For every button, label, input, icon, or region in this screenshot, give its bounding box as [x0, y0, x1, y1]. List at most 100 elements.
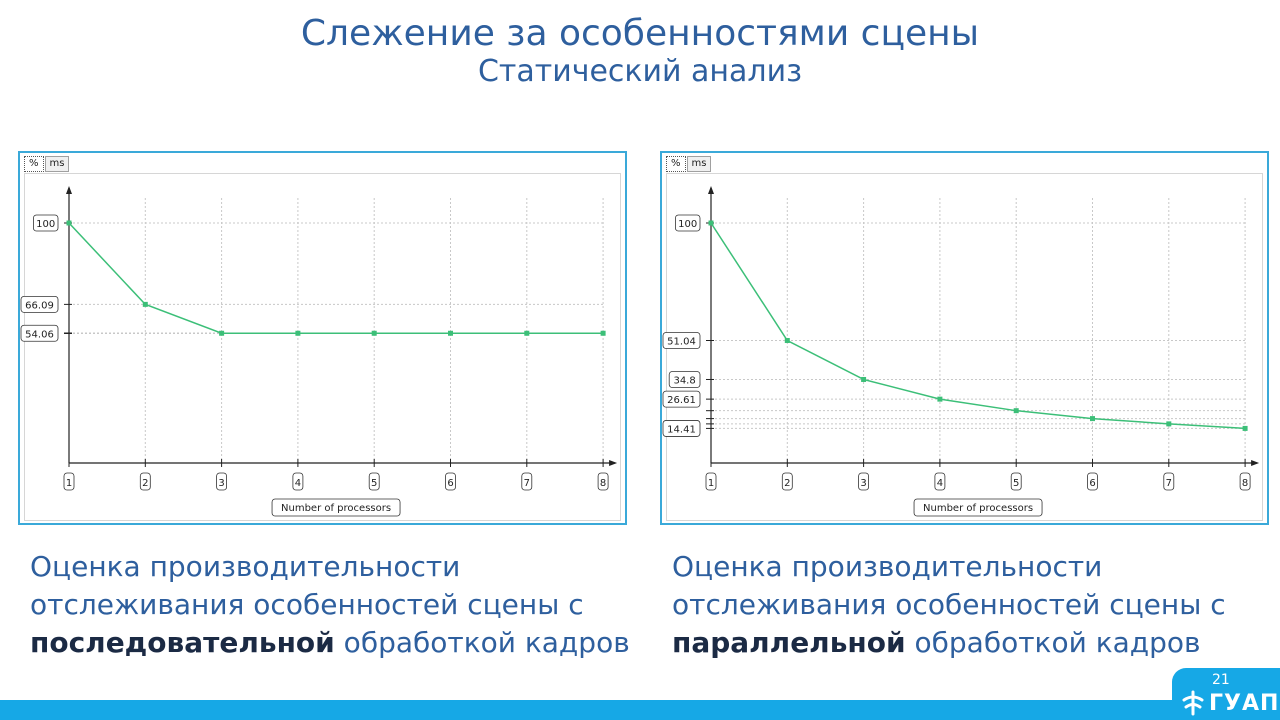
x-tick-label-box	[292, 472, 304, 491]
x-tick-label: 3	[218, 478, 224, 489]
y-tick-label-box	[668, 371, 701, 388]
x-tick-label-box	[368, 472, 380, 491]
y-tick-label-box	[662, 332, 701, 349]
x-tick-label: 5	[1013, 478, 1019, 489]
y-tick-label-box	[20, 324, 59, 342]
chart-tabs: % ms	[24, 156, 70, 172]
series-line	[710, 222, 1246, 430]
tab-percent[interactable]: %	[24, 156, 44, 172]
slide-title: Слежение за особенностями сцены	[300, 13, 980, 54]
data-point	[1013, 408, 1019, 414]
x-tick-label: 1	[708, 478, 714, 489]
y-tick-label-box	[20, 295, 59, 313]
caption-sequential: Оценка производительности отслеживания о…	[30, 548, 640, 662]
data-point	[371, 330, 377, 336]
x-tick-label-box	[521, 472, 533, 491]
y-tick-label-box	[674, 214, 701, 232]
x-axis-arrow	[1251, 460, 1260, 466]
x-tick-label-box	[1010, 472, 1022, 491]
caption-parallel: Оценка производительности отслеживания о…	[672, 548, 1280, 662]
x-axis-arrow	[609, 460, 618, 466]
y-tick-label: 34.8	[673, 375, 695, 386]
x-tick-label: 4	[295, 478, 301, 489]
data-point	[600, 330, 606, 336]
data-point	[142, 301, 148, 307]
data-point	[937, 396, 943, 402]
caption-line: Оценка производительности	[672, 550, 1103, 583]
tab-ms[interactable]: ms	[44, 156, 70, 172]
x-tick-label-box	[1163, 472, 1175, 491]
y-tick-label: 100	[36, 219, 55, 230]
x-tick-label-box	[63, 472, 75, 491]
data-point	[708, 220, 714, 226]
y-axis-arrow	[66, 186, 72, 194]
y-tick-label: 66.09	[25, 300, 54, 311]
caption-emphasis: параллельной	[672, 626, 906, 659]
data-point	[66, 220, 72, 226]
data-point	[219, 330, 225, 336]
data-point	[1090, 416, 1095, 422]
logo-icon	[1182, 690, 1204, 716]
caption-tail: обработкой кадров	[334, 626, 630, 659]
x-tick-label-box	[216, 472, 228, 491]
y-tick-label: 54.06	[25, 329, 54, 340]
y-tick-label-box	[32, 214, 59, 232]
logo-box	[1172, 668, 1280, 720]
x-tick-label-box	[934, 472, 946, 491]
x-tick-label: 5	[371, 478, 377, 489]
chart-parallel-panel: % ms 100 51.04 34.8 26.61 14.41 1 2 3 4 5 6 7 8 Numbe…	[660, 151, 1269, 525]
x-tick-label: 1	[66, 478, 72, 489]
y-tick-label: 100	[678, 219, 697, 230]
x-tick-label: 4	[937, 478, 943, 489]
x-tick-label: 3	[860, 478, 866, 489]
data-point	[784, 338, 790, 344]
x-axis-title: Number of processors	[923, 503, 1033, 514]
x-axis-title: Number of processors	[281, 503, 391, 514]
x-tick-label-box	[1239, 472, 1251, 491]
chart-parallel: 100 51.04 34.8 26.61 14.41 1 2 3 4 5 6 7 8 Number of …	[662, 186, 1260, 517]
x-tick-label: 8	[600, 478, 606, 489]
caption-line: последовательной обработкой кадров	[30, 624, 640, 662]
logo-text: ГУАП	[1209, 690, 1280, 716]
x-tick-label: 6	[1089, 478, 1095, 489]
x-tick-label-box	[597, 472, 609, 491]
x-tick-label-box	[858, 472, 870, 491]
y-tick-label-box	[662, 390, 701, 408]
data-point	[448, 330, 453, 336]
x-tick-label-box	[1087, 472, 1098, 491]
chart-sequential: 100 66.09 54.06 1 2 3 4 5 6 7 8 Number of processor…	[20, 186, 618, 517]
x-tick-label-box	[705, 472, 717, 491]
x-axis-title-box	[913, 498, 1043, 517]
data-point	[1242, 425, 1248, 431]
x-tick-label: 7	[524, 478, 530, 489]
data-point	[861, 376, 867, 382]
tab-percent[interactable]: %	[666, 156, 686, 172]
y-tick-label: 14.41	[667, 424, 696, 435]
slide-subtitle: Статический анализ	[477, 54, 803, 89]
data-point	[524, 330, 530, 336]
y-tick-label: 51.04	[667, 337, 696, 348]
y-tick-label-box	[662, 420, 701, 437]
x-tick-label: 8	[1242, 478, 1248, 489]
slide-title-block: Слежение за особенностями сцены Статичес…	[0, 12, 1280, 88]
caption-tail: обработкой кадров	[905, 626, 1201, 659]
caption-line: отслеживания особенностей сцены с	[672, 588, 1226, 621]
chart-sequential-panel: % ms 100 66.09 54.06 1 2 3 4 5 6 7 8 Number of proc…	[18, 151, 627, 525]
x-tick-label-box	[139, 472, 151, 491]
x-tick-label-box	[445, 472, 456, 491]
x-tick-label: 6	[447, 478, 453, 489]
x-tick-label: 2	[142, 478, 148, 489]
data-point	[295, 330, 301, 336]
series-line	[68, 222, 604, 335]
tab-ms[interactable]: ms	[686, 156, 712, 172]
chart-tabs: % ms	[666, 156, 712, 172]
x-tick-label: 2	[784, 478, 790, 489]
plot-area	[24, 173, 621, 521]
footer-bar	[0, 700, 1280, 720]
data-point	[1166, 421, 1172, 427]
page-number: 21	[1212, 672, 1230, 688]
x-tick-label: 7	[1166, 478, 1172, 489]
caption-line: параллельной обработкой кадров	[672, 624, 1280, 662]
caption-line: Оценка производительности	[30, 550, 461, 583]
guap-logo: ГУАП	[1180, 690, 1279, 716]
